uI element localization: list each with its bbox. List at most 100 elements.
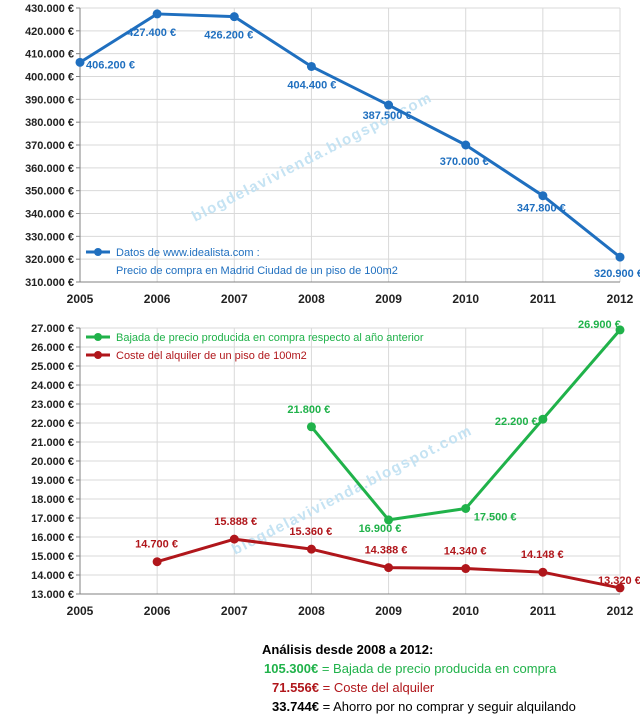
data-label: 426.200 € (204, 30, 253, 42)
data-label: 13.320 € (598, 575, 640, 587)
data-label: 15.888 € (214, 516, 257, 528)
x-tick-label: 2010 (452, 292, 479, 306)
y-tick-label: 360.000 € (25, 163, 74, 175)
data-label: 22.200 € (495, 416, 538, 428)
analysis-text-rent: = Coste del alquiler (319, 680, 435, 695)
y-tick-label: 16.000 € (31, 532, 74, 544)
x-tick-label: 2007 (221, 292, 248, 306)
analysis-text-saving: = Ahorro por no comprar y seguir alquila… (319, 699, 576, 714)
data-label: 21.800 € (287, 404, 330, 416)
x-tick-label: 2005 (67, 292, 94, 306)
data-point (306, 422, 316, 432)
data-label: 14.340 € (444, 546, 487, 558)
y-tick-label: 380.000 € (25, 117, 74, 129)
x-tick-label: 2010 (452, 604, 479, 618)
x-tick-label: 2009 (375, 604, 402, 618)
data-label: 406.200 € (86, 59, 135, 71)
y-tick-label: 19.000 € (31, 475, 74, 487)
data-point (152, 557, 162, 567)
data-label: 26.900 € (578, 319, 621, 331)
analysis-amount-rent: 71.556€ (272, 680, 319, 695)
y-tick-label: 21.000 € (31, 437, 74, 449)
y-tick-label: 350.000 € (25, 186, 74, 198)
y-tick-label: 26.000 € (31, 342, 74, 354)
y-tick-label: 17.000 € (31, 513, 74, 525)
legend-entry-line2: Precio de compra en Madrid Ciudad de un … (116, 265, 398, 277)
y-tick-label: 430.000 € (25, 3, 74, 15)
data-point (229, 534, 239, 544)
data-point (615, 325, 625, 335)
analysis-line-drop: 105.300€ = Bajada de precio producida en… (262, 659, 632, 678)
y-tick-label: 400.000 € (25, 72, 74, 84)
x-tick-label: 2011 (530, 292, 556, 306)
x-tick-label: 2009 (375, 292, 402, 306)
x-tick-label: 2008 (298, 604, 325, 618)
data-point (615, 583, 625, 593)
y-tick-label: 24.000 € (31, 380, 74, 392)
x-tick-label: 2011 (530, 604, 556, 618)
series-line (79, 12, 621, 259)
analysis-line-rent: 71.556€ = Coste del alquiler (262, 678, 632, 697)
y-tick-label: 23.000 € (31, 399, 74, 411)
data-point (152, 9, 162, 19)
data-point (461, 564, 471, 574)
data-point (538, 567, 548, 577)
x-tick-label: 2007 (221, 604, 248, 618)
y-tick-label: 14.000 € (31, 570, 74, 582)
analysis-box: Análisis desde 2008 a 2012: 105.300€ = B… (262, 640, 632, 716)
price-chart: 310.000 € 320.000 € 330.000 € 340.000 € 350.… (25, 3, 640, 306)
data-point (538, 191, 548, 201)
y-tick-label: 370.000 € (25, 140, 74, 152)
data-point (306, 61, 316, 71)
legend-entry: Coste del alquiler de un piso de 100m2 (116, 350, 307, 362)
y-tick-label: 410.000 € (25, 49, 74, 61)
data-label: 404.400 € (287, 79, 336, 91)
data-point (461, 140, 471, 150)
x-tick-label: 2012 (607, 292, 634, 306)
legend-entry: Datos de www.idealista.com : (116, 247, 260, 259)
drop-vs-rent-chart: 13.000 € 14.000 € 15.000 € 16.000 € 17.000 €… (31, 319, 640, 618)
y-tick-label: 27.000 € (31, 323, 74, 335)
analysis-title: Análisis desde 2008 a 2012: (262, 642, 434, 657)
data-label: 387.500 € (363, 110, 412, 122)
data-point (615, 252, 625, 262)
y-tick-label: 13.000 € (31, 589, 74, 601)
data-point (384, 100, 394, 110)
data-point (384, 515, 394, 525)
data-label: 14.148 € (521, 549, 564, 561)
y-tick-label: 15.000 € (31, 551, 74, 563)
analysis-text-drop: = Bajada de precio producida en compra (318, 661, 557, 676)
y-tick-label: 18.000 € (31, 494, 74, 506)
x-tick-label: 2012 (607, 604, 634, 618)
y-tick-label: 310.000 € (25, 277, 74, 289)
y-tick-label: 330.000 € (25, 231, 74, 243)
y-tick-label: 22.000 € (31, 418, 74, 430)
y-tick-label: 25.000 € (31, 361, 74, 373)
x-tick-label: 2005 (67, 604, 94, 618)
data-point (75, 57, 85, 67)
legend-swatch-marker (94, 333, 102, 341)
x-tick-label: 2006 (144, 292, 171, 306)
data-label: 347.800 € (517, 203, 566, 215)
data-point (538, 414, 548, 424)
analysis-line-saving: 33.744€ = Ahorro por no comprar y seguir… (262, 697, 632, 716)
analysis-amount-saving: 33.744€ (272, 699, 319, 714)
y-tick-label: 20.000 € (31, 456, 74, 468)
x-tick-label: 2006 (144, 604, 171, 618)
data-label: 320.900 € (594, 268, 640, 280)
data-point (461, 504, 471, 513)
data-point (229, 12, 239, 22)
y-tick-label: 420.000 € (25, 26, 74, 38)
y-tick-label: 390.000 € (25, 94, 74, 106)
data-label: 14.388 € (365, 545, 408, 557)
y-tick-label: 320.000 € (25, 254, 74, 266)
data-label: 427.400 € (127, 27, 176, 39)
data-label: 16.900 € (359, 523, 402, 535)
data-point (306, 544, 316, 554)
data-label: 370.000 € (440, 156, 489, 168)
data-point (384, 563, 394, 573)
legend-swatch-marker (94, 248, 102, 256)
analysis-amount-drop: 105.300€ (264, 661, 319, 676)
data-label: 17.500 € (474, 512, 517, 524)
